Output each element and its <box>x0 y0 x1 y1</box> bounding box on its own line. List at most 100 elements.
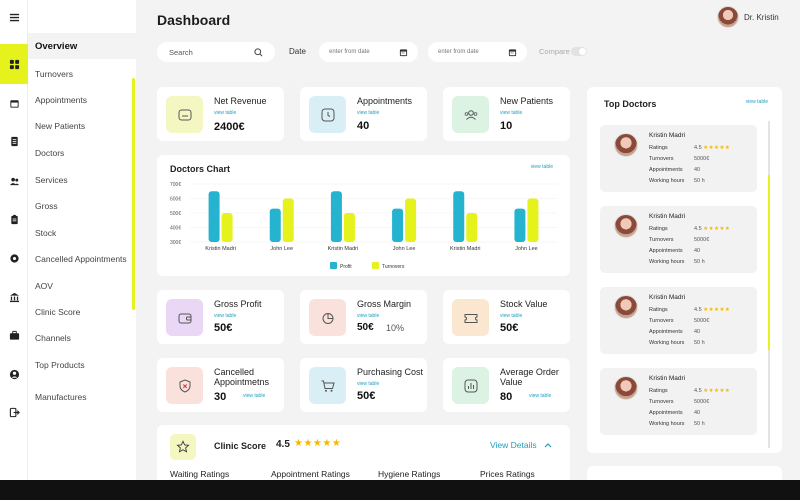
menu-scrollbar[interactable] <box>132 78 135 310</box>
hygiene-ratings-label: Hygiene Ratings <box>378 469 441 479</box>
legend-label: Turnovers <box>382 264 405 270</box>
menu-item-top-products[interactable]: Top Products <box>35 360 85 370</box>
calendar-icon[interactable] <box>508 48 517 57</box>
kpi-title-line1: Cancelled <box>214 367 255 377</box>
view-details-link[interactable]: View Details <box>490 440 552 450</box>
doctor-card[interactable]: Kristin Madri Ratings 4.5 ★★★★★ Turnover… <box>600 206 757 273</box>
bank-icon[interactable] <box>0 284 28 310</box>
menu-item-services[interactable]: Services <box>35 175 68 185</box>
rating-stars: ★★★★★ <box>703 307 731 313</box>
kpi-title: New Patients <box>500 96 554 106</box>
menu-item-aov[interactable]: AOV <box>35 281 53 291</box>
y-tick-label: 700€ <box>170 182 181 188</box>
kpi-value: 40 <box>357 120 370 132</box>
doctor-card[interactable]: Kristin Madri Ratings 4.5 ★★★★★ Turnover… <box>600 368 757 435</box>
briefcase-icon[interactable] <box>0 322 28 348</box>
clipboard-icon[interactable] <box>0 206 28 232</box>
kpi-title-line2: Value <box>500 377 523 387</box>
date-to-field[interactable]: enter from date <box>428 42 527 62</box>
date-from-field[interactable]: enter from date <box>319 42 418 62</box>
menu-icon[interactable] <box>0 4 28 30</box>
doctor-name: Kristin Madri <box>649 132 686 139</box>
menu-item-overview[interactable]: Overview <box>35 41 78 52</box>
user-icon[interactable] <box>0 361 28 387</box>
menu-item-turnovers[interactable]: Turnovers <box>35 69 73 79</box>
search-input[interactable] <box>169 47 249 57</box>
star-icon <box>170 434 196 460</box>
kpi-value: 50€ <box>357 390 376 402</box>
grid-icon[interactable] <box>0 44 28 84</box>
calendar-icon[interactable] <box>0 90 28 116</box>
view-table-link[interactable]: view table <box>529 393 552 399</box>
view-table-link[interactable]: view table <box>357 110 380 116</box>
menu-item-cancelled-appointments[interactable]: Cancelled Appointments <box>35 254 127 264</box>
patients-icon <box>452 96 489 133</box>
menu-item-channels[interactable]: Channels <box>35 333 71 343</box>
kpi-title: Appointments <box>357 96 413 106</box>
chart-bar-turnovers <box>343 213 355 242</box>
rating-stars: ★★★★★ <box>703 388 731 394</box>
working-hours-value: 50 h <box>694 340 705 346</box>
user-profile[interactable]: Dr. Kristin <box>717 6 779 28</box>
view-table-link[interactable]: view table <box>745 99 768 105</box>
date-from-placeholder: enter from date <box>329 49 370 55</box>
view-table-link[interactable]: view table <box>214 313 237 319</box>
turnovers-label: Turnovers <box>649 399 674 405</box>
search-icon[interactable] <box>254 47 263 57</box>
settings-icon[interactable] <box>0 245 28 271</box>
prices-ratings-label: Prices Ratings <box>480 469 535 479</box>
turnovers-value: 5000€ <box>694 156 710 162</box>
doctor-card[interactable]: Kristin Madri Ratings 4.5 ★★★★★ Turnover… <box>600 287 757 354</box>
gross-profit-card: Gross Profit view table 50€ <box>157 290 284 344</box>
chart-bar-profit <box>330 191 342 242</box>
x-tick-label: John Lee <box>270 246 293 252</box>
appointments-label: Appointments <box>649 329 683 335</box>
kpi-value: 50€ <box>214 322 233 334</box>
menu-item-stock[interactable]: Stock <box>35 228 57 238</box>
ratings-value: 4.5 ★★★★★ <box>694 388 731 394</box>
logout-icon[interactable] <box>0 399 28 425</box>
menu-item-clinic-score[interactable]: Clinic Score <box>35 307 81 317</box>
kpi-value: 80 <box>500 391 513 403</box>
compare-toggle[interactable] <box>571 47 587 56</box>
turnovers-label: Turnovers <box>649 318 674 324</box>
document-icon[interactable] <box>0 128 28 154</box>
scrollbar-thumb[interactable] <box>768 175 770 350</box>
clinic-score-value: 4.5 <box>276 439 290 450</box>
chart-bar-profit <box>208 191 220 242</box>
chart-bar-turnovers <box>221 213 233 242</box>
menu-item-doctors[interactable]: Doctors <box>35 148 65 158</box>
pie-chart-icon <box>309 299 346 336</box>
kpi-value: 10 <box>500 120 513 132</box>
kpi-value: 30 <box>214 391 227 403</box>
turnovers-value: 5000€ <box>694 237 710 243</box>
stock-value-card: Stock Value view table 50€ <box>443 290 570 344</box>
view-details-label: View Details <box>490 440 537 450</box>
y-tick-label: 500€ <box>170 211 181 217</box>
view-table-link[interactable]: view table <box>500 110 523 116</box>
calendar-icon[interactable] <box>399 48 408 57</box>
kpi-title: Gross Profit <box>214 299 262 309</box>
avatar[interactable] <box>717 6 739 28</box>
menu-item-appointments[interactable]: Appointments <box>35 95 87 105</box>
view-table-link[interactable]: view table <box>214 110 237 116</box>
appointment-ratings-label: Appointment Ratings <box>271 469 350 479</box>
menu-item-gross[interactable]: Gross <box>35 201 58 211</box>
menu-item-new-patients[interactable]: New Patients <box>35 121 86 131</box>
chart-bar-profit <box>269 208 281 242</box>
chart-title: Doctors Chart <box>170 164 231 174</box>
active-item-highlight <box>28 33 136 59</box>
view-table-link[interactable]: view table <box>530 164 553 170</box>
view-table-link[interactable]: view table <box>357 381 380 387</box>
ratings-label: Ratings <box>649 226 668 232</box>
date-to-placeholder: enter from date <box>438 49 479 55</box>
users-icon[interactable] <box>0 168 28 194</box>
view-table-link[interactable]: view table <box>500 313 523 319</box>
icon-rail <box>0 0 28 500</box>
menu-item-manufactures[interactable]: Manufactures <box>35 392 87 402</box>
doctor-card[interactable]: Kristin Madri Ratings 4.5 ★★★★★ Turnover… <box>600 125 757 192</box>
kpi-percent: 10% <box>386 323 405 333</box>
view-table-link[interactable]: view table <box>243 393 266 399</box>
ratings-value: 4.5 ★★★★★ <box>694 145 731 151</box>
view-table-link[interactable]: view table <box>357 313 380 319</box>
